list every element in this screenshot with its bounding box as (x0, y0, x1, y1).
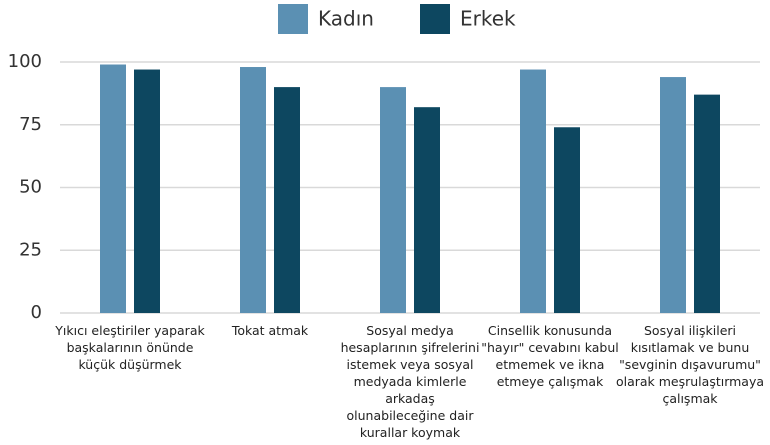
y-tick-label: 75 (19, 114, 42, 135)
x-tick-label: Tokat atmak (231, 323, 309, 338)
x-tick-label: Yıkıcı eleştiriler yaparak başkalarının … (55, 323, 205, 372)
bar (520, 69, 546, 313)
bar (554, 127, 580, 313)
bar (380, 87, 406, 313)
bar (274, 87, 300, 313)
legend-label: Kadın (318, 7, 374, 31)
x-tick-label: Sosyal ilişkileri kısıtlamak ve bunu "se… (615, 323, 765, 406)
x-tick-label: Cinsellik konusunda "hayır" cevabını kab… (481, 323, 619, 389)
bar (134, 69, 160, 313)
legend-label: Erkek (460, 7, 516, 31)
y-tick-label: 50 (19, 177, 42, 198)
y-tick-label: 0 (31, 302, 42, 323)
y-tick-label: 25 (19, 239, 42, 260)
x-tick-label: Sosyal medya hesaplarının şifrelerini is… (340, 323, 480, 440)
bar (240, 67, 266, 314)
bar (100, 64, 126, 313)
y-tick-label: 100 (8, 51, 42, 72)
legend-swatch (278, 4, 308, 34)
bar (694, 94, 720, 313)
legend-swatch (420, 4, 450, 34)
bar (414, 107, 440, 314)
bar (660, 77, 686, 313)
